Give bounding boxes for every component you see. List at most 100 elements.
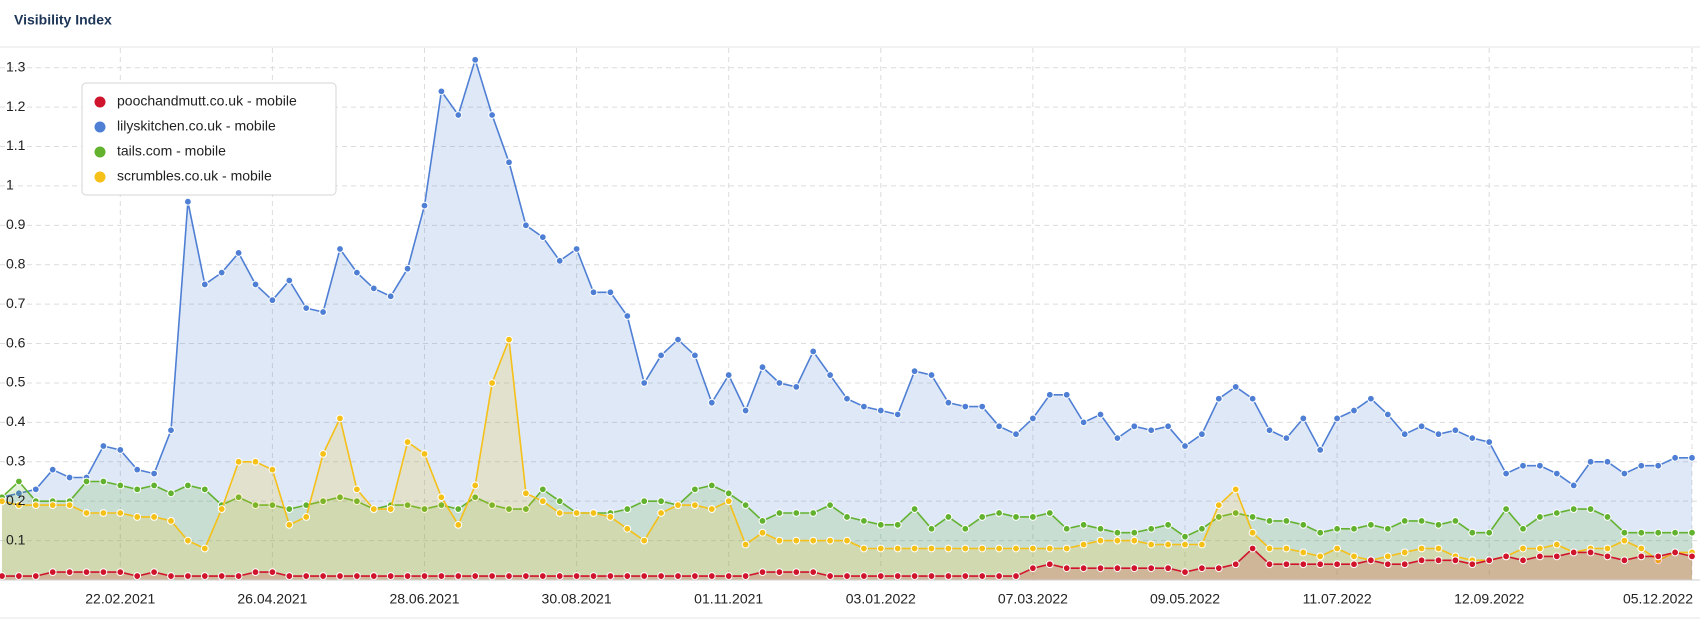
- data-point: [826, 536, 834, 545]
- data-point: [1231, 383, 1240, 391]
- data-point: [1688, 453, 1696, 462]
- x-tick-label: 09.05.2022: [1150, 591, 1220, 607]
- x-tick-label: 07.03.2022: [998, 591, 1068, 607]
- data-point: [674, 501, 682, 510]
- data-point: [1417, 516, 1426, 525]
- data-point: [369, 284, 378, 293]
- data-point: [1181, 532, 1189, 541]
- data-point: [910, 544, 919, 553]
- data-point: [99, 442, 108, 450]
- data-point: [572, 245, 581, 253]
- data-point: [82, 568, 91, 577]
- data-point: [910, 505, 919, 513]
- data-point: [589, 572, 598, 580]
- y-tick-label: 0.4: [6, 413, 26, 429]
- data-point: [116, 509, 125, 517]
- data-point: [488, 501, 497, 510]
- data-point: [1451, 556, 1460, 565]
- data-point: [31, 572, 40, 580]
- data-point: [1113, 536, 1122, 545]
- data-point: [82, 509, 91, 517]
- data-point: [1654, 528, 1663, 537]
- data-point: [353, 497, 361, 506]
- data-point: [522, 489, 530, 498]
- data-point: [1350, 524, 1358, 533]
- data-point: [707, 572, 716, 580]
- data-point: [99, 568, 108, 577]
- data-point: [1552, 469, 1561, 478]
- data-point: [1096, 524, 1105, 533]
- data-point: [471, 572, 480, 580]
- data-point: [792, 509, 801, 517]
- data-point: [555, 256, 564, 265]
- series-area: [2, 481, 1692, 580]
- data-point: [454, 111, 463, 119]
- data-point: [505, 572, 513, 580]
- x-tick-label: 11.07.2022: [1303, 591, 1372, 607]
- y-tick-label: 1.1: [6, 137, 26, 153]
- data-point: [386, 572, 395, 580]
- data-point: [724, 497, 733, 506]
- y-tick-label: 1.3: [6, 58, 26, 74]
- data-point: [860, 402, 868, 411]
- data-point: [623, 312, 632, 320]
- y-tick-label: 0.5: [6, 374, 26, 390]
- legend-label: poochandmutt.co.uk - mobile: [117, 93, 297, 109]
- data-point: [1434, 520, 1443, 529]
- data-point: [1198, 564, 1206, 573]
- data-point: [893, 520, 902, 529]
- data-point: [640, 572, 649, 580]
- data-point: [116, 568, 125, 577]
- data-point: [623, 505, 632, 513]
- data-point: [1586, 505, 1595, 513]
- data-point: [65, 473, 74, 482]
- data-point: [1012, 513, 1020, 521]
- x-tick-label: 03.01.2022: [846, 591, 916, 607]
- data-point: [353, 485, 361, 494]
- data-point: [505, 335, 513, 344]
- data-point: [403, 501, 412, 510]
- data-point: [1637, 528, 1646, 537]
- data-point: [1654, 552, 1663, 561]
- data-point: [1147, 524, 1156, 533]
- data-point: [758, 516, 767, 525]
- data-point: [31, 485, 40, 494]
- data-point: [15, 572, 23, 580]
- data-point: [1536, 544, 1544, 553]
- data-point: [0, 497, 6, 506]
- data-point: [302, 513, 311, 521]
- y-tick-label: 0.3: [6, 452, 26, 468]
- data-point: [843, 513, 851, 521]
- data-point: [1147, 426, 1156, 435]
- data-point: [1688, 528, 1696, 537]
- data-point: [1350, 552, 1358, 561]
- data-point: [1045, 509, 1054, 517]
- data-point: [724, 371, 733, 379]
- data-point: [1502, 552, 1510, 561]
- data-point: [488, 379, 497, 387]
- data-point: [1214, 394, 1223, 403]
- data-point: [707, 398, 716, 407]
- data-point: [1654, 461, 1663, 470]
- data-point: [809, 509, 818, 517]
- data-point: [285, 520, 294, 529]
- data-point: [876, 520, 885, 529]
- data-point: [792, 383, 801, 391]
- data-point: [116, 446, 125, 454]
- data-point: [538, 497, 547, 506]
- data-point: [1113, 564, 1122, 573]
- data-point: [251, 457, 260, 466]
- data-point: [217, 505, 226, 513]
- data-point: [1062, 564, 1071, 573]
- data-point: [775, 536, 784, 545]
- data-point: [893, 572, 902, 580]
- data-point: [1333, 414, 1341, 423]
- data-point: [1552, 509, 1561, 517]
- data-point: [1569, 505, 1578, 513]
- data-point: [420, 201, 429, 210]
- data-point: [420, 449, 429, 458]
- data-point: [15, 501, 23, 510]
- data-point: [1417, 422, 1426, 431]
- data-point: [741, 540, 750, 549]
- data-point: [1485, 528, 1494, 537]
